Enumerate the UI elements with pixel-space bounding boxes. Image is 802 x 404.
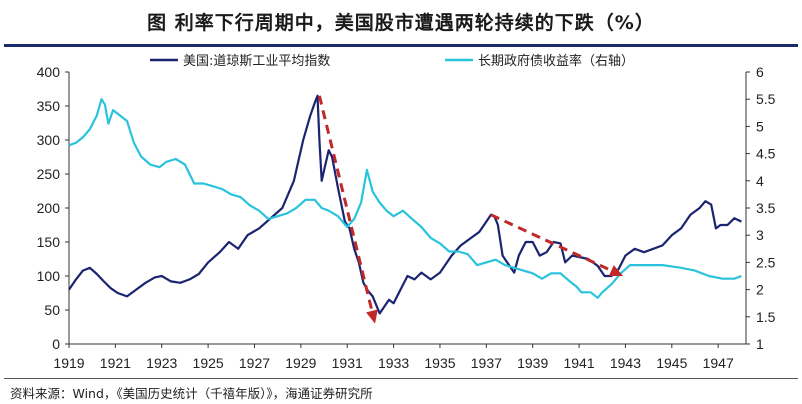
y-right-tick-label: 6 (756, 64, 764, 80)
x-tick-label: 1921 (100, 355, 131, 371)
y-right-tick-label: 1 (756, 336, 764, 352)
annotation-layer (317, 95, 624, 324)
y-left-tick-label: 150 (37, 234, 61, 250)
y-right-tick-label: 4 (756, 173, 764, 189)
legend-label: 美国:道琼斯工业平均指数 (183, 54, 330, 69)
x-tick-label: 1937 (471, 355, 502, 371)
x-tick-label: 1939 (517, 355, 548, 371)
x-tick-label: 1933 (378, 355, 409, 371)
chart-area: 0 50 100 150 200 250 300 350 400 1 1.5 2 2.5 3 3.5 4 4.5… (37, 53, 776, 371)
x-tick-label: 1925 (193, 355, 224, 371)
chart-title: 图 利率下行周期中，美国股市遭遇两轮持续的下跌（%） (147, 12, 655, 34)
y-right-tick-label: 4.5 (756, 146, 776, 162)
x-tick-label: 1943 (610, 355, 641, 371)
legend: 美国:道琼斯工业平均指数 长期政府债收益率（右轴） (150, 53, 634, 69)
axes-layer: 0 50 100 150 200 250 300 350 400 1 1.5 2 2.5 3 3.5 4 4.5… (37, 64, 776, 371)
source-note: 资料来源：Wind，《美国历史统计（千禧年版）》，海通证券研究所 (10, 386, 373, 401)
x-tick-label: 1929 (285, 355, 316, 371)
x-tick-label: 1931 (332, 355, 363, 371)
title-rule (4, 44, 798, 47)
y-left-tick-label: 50 (44, 302, 60, 318)
footer-rule (4, 378, 798, 379)
x-tick-label: 1927 (239, 355, 270, 371)
y-left-tick-label: 400 (37, 64, 61, 80)
x-tick-label: 1941 (563, 355, 594, 371)
y-right-tick-label: 3 (756, 227, 764, 243)
y-left-tick-label: 250 (37, 166, 61, 182)
x-tick-label: 1935 (424, 355, 455, 371)
y-right-tick-label: 5 (756, 118, 764, 134)
y-left-tick-label: 300 (37, 132, 61, 148)
y-left-tick-label: 0 (52, 336, 60, 352)
y-right-tick-label: 2.5 (756, 254, 776, 270)
y-left-tick-label: 100 (37, 268, 61, 284)
decline-arrow-head (366, 309, 378, 324)
decline-arrow-line (317, 95, 374, 312)
y-right-tick-label: 1.5 (756, 309, 776, 325)
x-tick-label: 1945 (656, 355, 687, 371)
dow-jones-series-line (68, 94, 742, 315)
title-bar: 图 利率下行周期中，美国股市遭遇两轮持续的下跌（%） (0, 0, 802, 46)
y-right-tick-label: 3.5 (756, 200, 776, 216)
bond-yield-series-line (68, 98, 742, 299)
y-left-tick-label: 200 (37, 200, 61, 216)
decline-arrow-head (608, 265, 624, 276)
y-right-tick-label: 2 (756, 282, 764, 298)
x-tick-label: 1919 (53, 355, 84, 371)
x-tick-label: 1947 (703, 355, 734, 371)
y-left-tick-label: 350 (37, 98, 61, 114)
legend-label: 长期政府债收益率（右轴） (478, 53, 634, 69)
y-right-tick-label: 5.5 (756, 91, 776, 107)
series-layer (68, 94, 742, 315)
decline-arrow-line (490, 213, 612, 272)
x-tick-label: 1923 (146, 355, 177, 371)
